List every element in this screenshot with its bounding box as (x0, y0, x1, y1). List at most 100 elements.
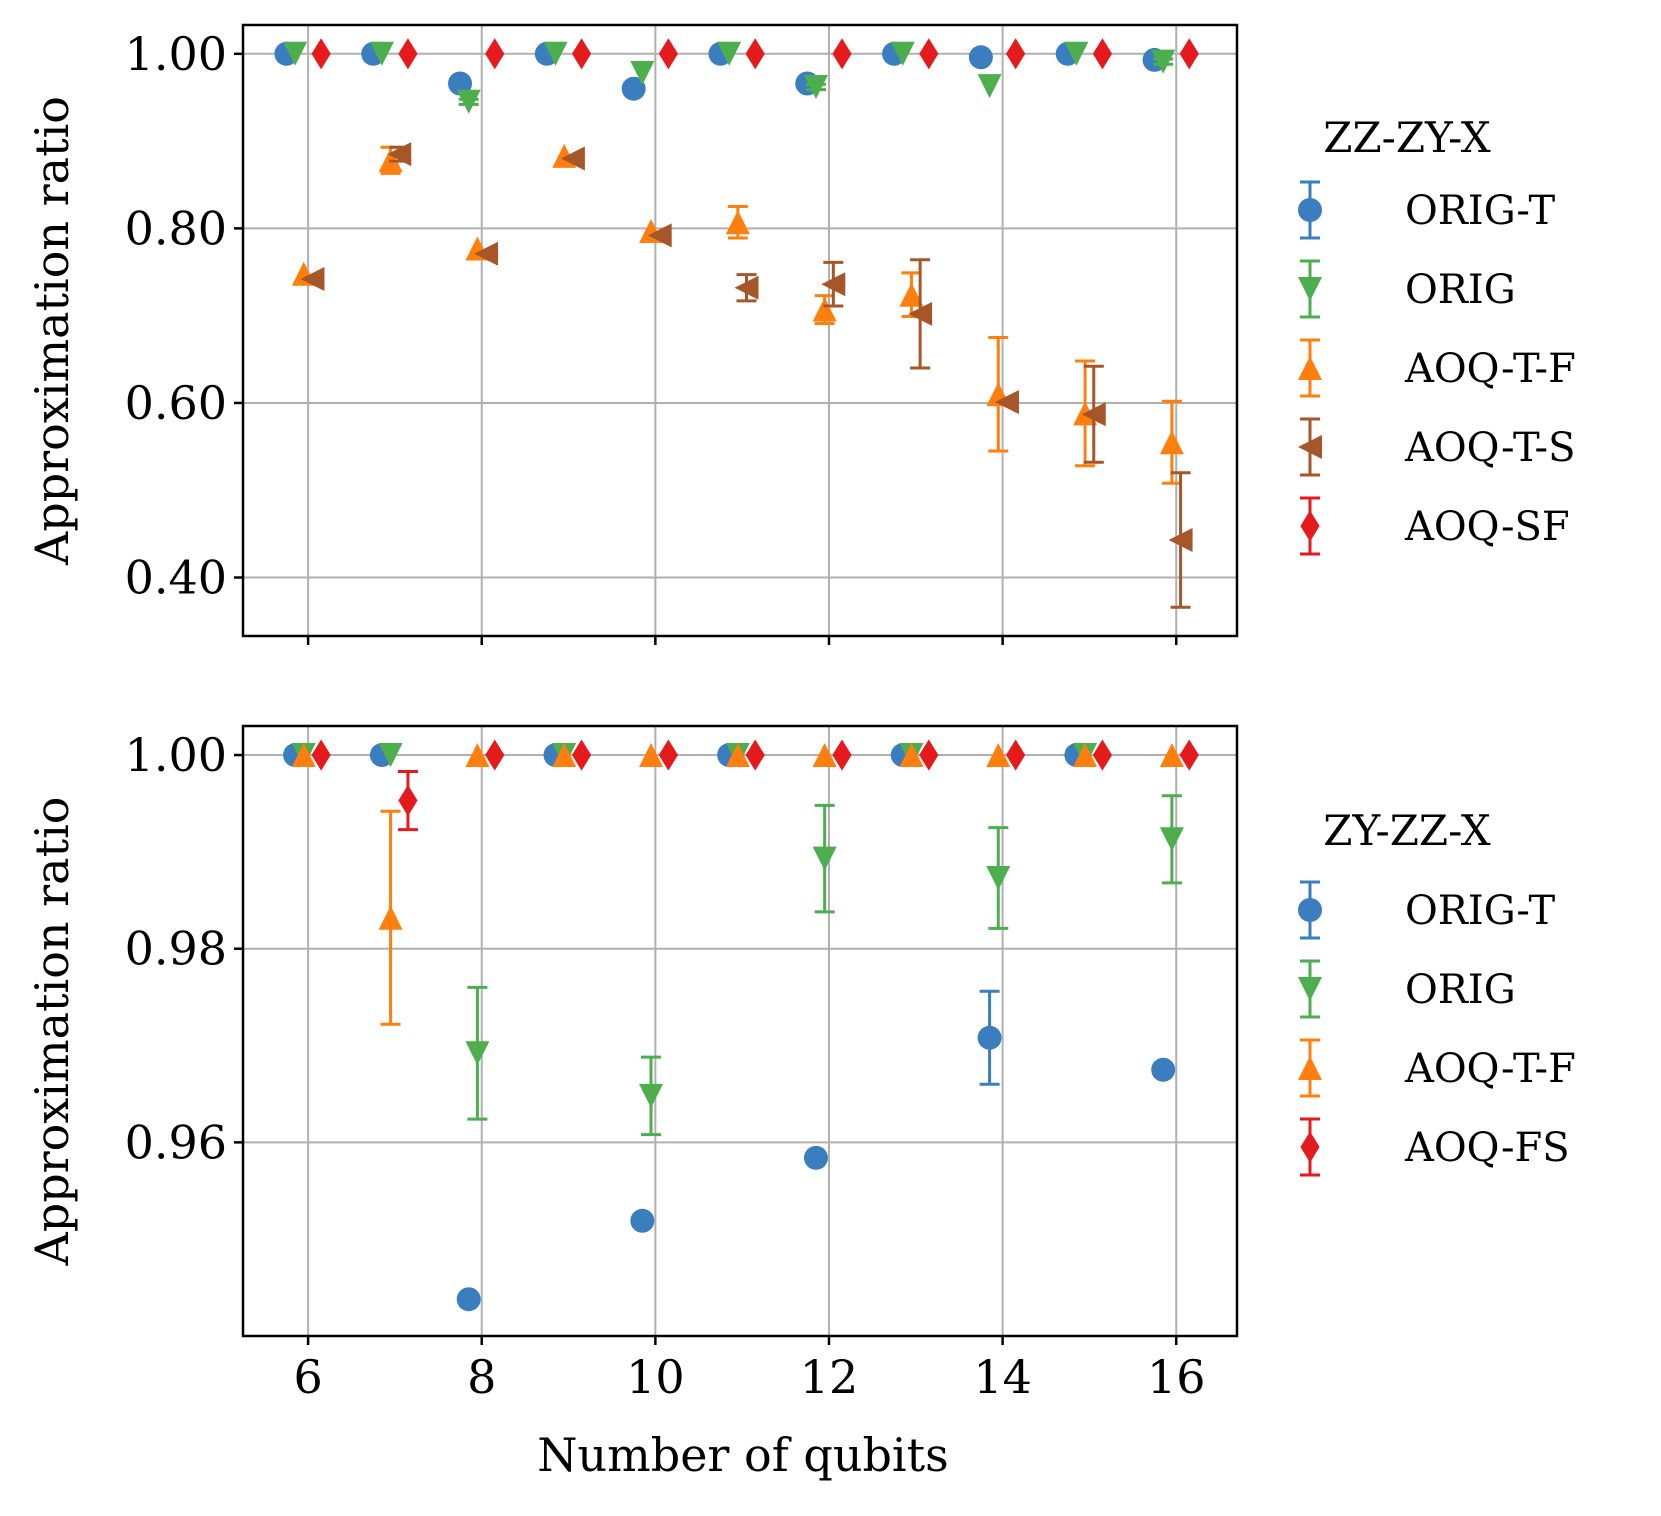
data-point (387, 142, 412, 167)
data-point (968, 45, 993, 70)
legend-label: AOQ-FS (1404, 1125, 1570, 1171)
data-point (474, 241, 499, 266)
legend-marker (1298, 898, 1322, 922)
data-point (543, 41, 568, 66)
data-point (283, 41, 308, 66)
data-point (1159, 827, 1184, 852)
data-point (369, 41, 394, 66)
legend-marker (1298, 977, 1322, 1001)
series-aoq-t-s (300, 142, 1193, 609)
series-aoq-sf (311, 38, 1199, 70)
data-point (725, 743, 750, 768)
plot-area (274, 38, 1199, 609)
x-tick-label: 8 (467, 1350, 496, 1404)
legend-label: ORIG-T (1405, 188, 1555, 234)
legend-item: AOQ-T-F (1298, 338, 1576, 398)
data-point (986, 866, 1011, 891)
legend-label: AOQ-T-F (1404, 346, 1576, 392)
legend-label: ORIG (1405, 267, 1516, 313)
data-point (465, 1041, 490, 1066)
data-point (658, 739, 678, 771)
y-tick-label: 0.96 (125, 1115, 227, 1169)
data-point (832, 38, 852, 70)
data-point (552, 743, 577, 768)
y-tick-label: 0.80 (125, 201, 227, 255)
data-point (398, 38, 418, 70)
legend-item: ORIG-T (1298, 180, 1555, 240)
legend-item: AOQ-T-F (1298, 1038, 1576, 1098)
data-point (398, 784, 418, 817)
axes-frame (241, 724, 1239, 1338)
data-point (977, 74, 1002, 99)
data-point (986, 743, 1011, 768)
data-point (1151, 1057, 1176, 1082)
data-point (378, 905, 403, 930)
legend-label: AOQ-T-S (1404, 425, 1575, 471)
legend-label: ORIG (1405, 967, 1516, 1013)
legend-title: ZZ-ZY-X (1323, 113, 1491, 162)
data-point (1092, 739, 1113, 771)
x-tick-label: 6 (293, 1350, 322, 1404)
axes-frame (241, 23, 1239, 638)
y-tick-label: 1.00 (125, 27, 227, 81)
data-point (908, 301, 933, 326)
data-point (899, 282, 924, 307)
data-point (630, 1208, 655, 1233)
legend-label: ORIG-T (1405, 888, 1555, 934)
data-point (448, 71, 473, 96)
grid (243, 726, 1237, 1336)
data-point (378, 743, 403, 768)
legend-marker (1298, 435, 1322, 459)
bottom-panel: 6 8 10 12 14 16 0.96 0.98 1.00 Approximation rati… (25, 724, 1576, 1404)
data-point (1006, 739, 1026, 771)
data-point (456, 89, 481, 114)
data-point (1073, 743, 1098, 768)
data-point (630, 61, 655, 86)
data-point (832, 739, 852, 771)
data-point (639, 1083, 664, 1108)
x-tick-label: 14 (973, 1350, 1032, 1404)
series-aoq-t-f (291, 143, 1184, 485)
data-point (977, 1025, 1002, 1050)
data-point (465, 743, 490, 768)
series-aoq-fs (311, 739, 1199, 832)
y-tick-label: 0.40 (125, 551, 227, 605)
legend-item: ORIG (1298, 259, 1516, 319)
y-tick-label: 1.00 (125, 728, 227, 782)
data-point (300, 267, 325, 292)
series-orig (291, 743, 1184, 1137)
legend-label: AOQ-T-F (1404, 1046, 1576, 1092)
top-panel: 0.40 0.60 0.80 1.00 Approximation ratio ZZ-ZY… (25, 23, 1576, 645)
data-point (560, 146, 585, 171)
legend-marker (1300, 510, 1320, 542)
data-point (899, 743, 924, 768)
data-point (734, 275, 759, 300)
data-point (311, 739, 331, 771)
legend-marker (1300, 1131, 1320, 1163)
data-point (812, 846, 837, 871)
data-point (1092, 38, 1113, 70)
legend-marker (1298, 198, 1322, 222)
data-point (1151, 49, 1176, 74)
series-aoq-t-f (291, 743, 1184, 1026)
data-point (803, 74, 828, 99)
legend-item: ORIG-T (1298, 880, 1555, 940)
data-point (994, 390, 1019, 415)
legend-label: AOQ-SF (1404, 504, 1570, 550)
legend-marker (1298, 277, 1322, 301)
data-point (1168, 527, 1193, 552)
data-point (456, 1287, 481, 1312)
legend: ZY-ZZ-X ORIG-T ORIG AOQ-T-F AOQ-FS (1298, 806, 1576, 1177)
data-point (1179, 739, 1199, 771)
legend-marker (1298, 1056, 1322, 1080)
legend-item: AOQ-T-S (1298, 417, 1575, 477)
x-tick-label: 16 (1147, 1350, 1206, 1404)
data-point (311, 38, 331, 70)
data-point (919, 739, 939, 771)
y-axis-label: Approximation ratio (25, 96, 79, 566)
y-axis-label: Approximation ratio (25, 797, 79, 1267)
data-point (621, 76, 646, 101)
legend: ZZ-ZY-X ORIG-T ORIG AOQ-T-F AOQ-T-S AOQ-SF (1298, 113, 1576, 556)
data-point (1081, 402, 1106, 427)
